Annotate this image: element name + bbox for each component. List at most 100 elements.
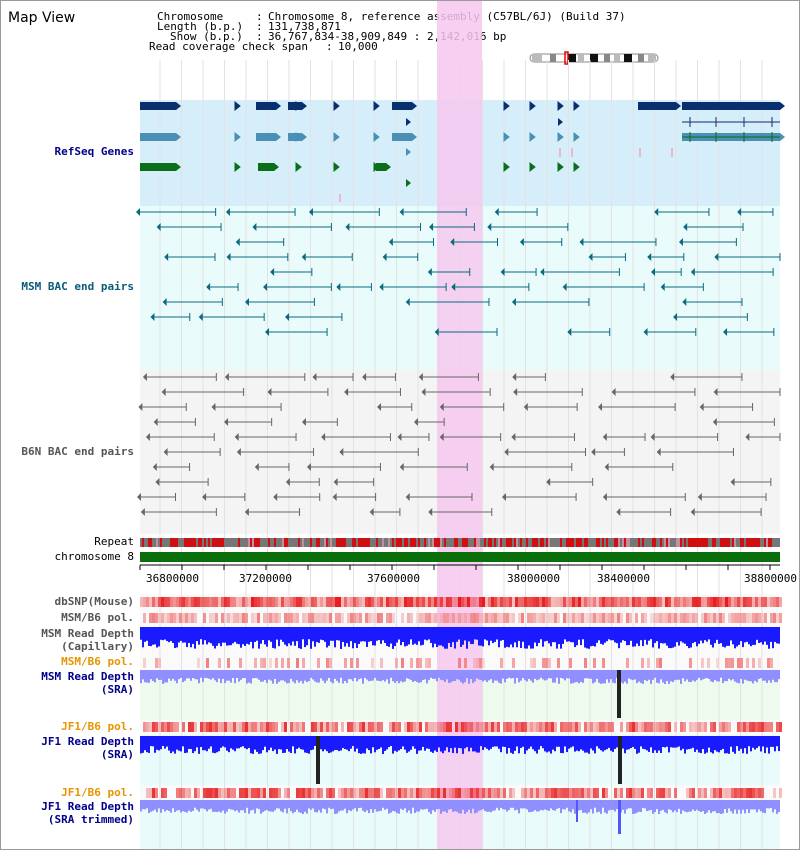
jf1-trim-depth-bar — [602, 800, 604, 808]
dbsnp-cell — [344, 597, 347, 607]
jf1-sra-depth-bar — [208, 736, 210, 749]
repeat-segment — [214, 538, 216, 547]
track-label-msm-depth-cap-1[interactable]: MSM Read Depth — [41, 627, 134, 640]
jf1-pol2-cell — [251, 788, 254, 798]
track-label-jf1-depth-sra-1[interactable]: JF1 Read Depth — [41, 735, 134, 748]
b6n-bac-pair-end — [502, 493, 507, 501]
jf1-sra-depth-bar — [674, 736, 676, 748]
msm-sra-depth-bar — [502, 670, 504, 679]
repeat-segment — [748, 538, 750, 547]
track-label-msm-bac[interactable]: MSM BAC end pairs — [21, 280, 134, 293]
msm-sra-depth-bar — [594, 670, 596, 683]
dbsnp-cell — [158, 597, 161, 607]
jf1-sra-depth-bar — [236, 736, 238, 749]
jf1-pol2-cell — [149, 788, 152, 798]
msm-pol-cell — [290, 613, 293, 623]
track-label-b6n-bac[interactable]: B6N BAC end pairs — [21, 445, 134, 458]
chromosome-ideogram[interactable] — [528, 51, 662, 65]
jf1-sra-depth-bar — [638, 736, 640, 753]
track-label-dbsnp[interactable]: dbSNP(Mouse) — [54, 595, 134, 608]
msm-sra-depth-bar — [186, 670, 188, 679]
dbsnp-cell — [176, 597, 179, 607]
repeat-segment — [696, 538, 698, 547]
msm-cap-depth-bar — [158, 627, 160, 647]
jf1-sra-depth-bar — [274, 736, 276, 750]
dbsnp-cell — [725, 597, 728, 607]
repeat-segment — [160, 538, 162, 547]
msm-bac-pair-end — [136, 208, 141, 216]
jf1-pol2-cell — [692, 788, 695, 798]
msm-sra-depth-bar — [624, 670, 626, 682]
jf1-pol2-cell — [278, 788, 281, 798]
track-label-jf1-b6-pol-1[interactable]: JF1/B6 pol. — [61, 720, 134, 733]
jf1-sra-depth-bar — [464, 736, 466, 749]
jf1-trim-depth-bar — [160, 800, 162, 813]
msm-sra-depth-bar — [256, 670, 258, 679]
msm-pol-cell — [251, 613, 254, 623]
jf1-pol2-cell — [584, 788, 587, 798]
msm-sra-depth-bar — [558, 670, 560, 684]
track-label-refseq[interactable]: RefSeq Genes — [54, 145, 134, 158]
msm-sra-depth-bar — [222, 670, 224, 679]
msm-cap-depth-bar — [150, 627, 152, 647]
jf1-pol2-cell — [371, 788, 374, 798]
jf1-sra-depth-bar — [708, 736, 710, 748]
msm-cap-depth-bar — [728, 627, 730, 646]
jf1-trim-depth-bar — [746, 800, 748, 810]
msm-sra-depth-bar — [692, 670, 694, 681]
jf1-sra-depth-bar — [738, 736, 740, 751]
jf1-sra-depth-bar — [746, 736, 748, 754]
jf1-trim-depth-bar — [630, 800, 632, 809]
msm-sra-depth-bar — [390, 670, 392, 678]
jf1-sra-depth-bar — [244, 736, 246, 749]
jf1-pol2-cell — [353, 788, 356, 798]
b6n-bac-pair-end — [140, 508, 145, 516]
msm-sra-depth-bar — [226, 670, 228, 681]
dbsnp-cell — [479, 597, 482, 607]
jf1-trim-depth-bar — [644, 800, 646, 809]
jf1-trim-depth-bar — [566, 800, 568, 808]
msm-cap-depth-bar — [264, 627, 266, 645]
jf1-pol2-cell — [401, 788, 404, 798]
msm-cap-depth-bar — [412, 627, 414, 645]
msm-pol2-cell — [758, 658, 761, 668]
jf1-sra-depth-bar — [532, 736, 534, 750]
jf1-trim-depth-bar — [322, 800, 324, 809]
repeat-segment — [404, 538, 406, 547]
msm-sra-depth-bar — [190, 670, 192, 681]
msm-pol-cell — [425, 613, 428, 623]
msm-bac-pair-end — [673, 313, 678, 321]
msm-sra-depth-bar — [498, 670, 500, 683]
msm-pol-cell — [617, 613, 620, 623]
repeat-segment — [632, 538, 634, 547]
dbsnp-cell — [584, 597, 587, 607]
jf1-pol-cell — [584, 722, 587, 732]
jf1-trim-depth-bar — [558, 800, 560, 809]
msm-cap-depth-bar — [336, 627, 338, 641]
jf1-sra-depth-bar — [528, 736, 530, 749]
msm-pol-cell — [497, 613, 500, 623]
track-label-msm-depth-sra-1[interactable]: MSM Read Depth — [41, 670, 134, 683]
msm-sra-depth-bar — [730, 670, 732, 681]
track-label-msm-b6-pol-2[interactable]: MSM/B6 pol. — [61, 655, 134, 668]
msm-cap-depth-bar — [434, 627, 436, 644]
msm-cap-depth-bar — [400, 627, 402, 646]
jf1-trim-depth-bar — [698, 800, 700, 812]
track-label-jf1-depth-trim-1[interactable]: JF1 Read Depth — [41, 800, 134, 813]
msm-cap-depth-bar — [188, 627, 190, 644]
track-label-jf1-b6-pol-2[interactable]: JF1/B6 pol. — [61, 786, 134, 799]
msm-sra-depth-bar — [178, 670, 180, 680]
jf1-trim-depth-bar — [354, 800, 356, 809]
jf1-pol-cell — [482, 722, 485, 732]
repeat-segment — [484, 538, 486, 547]
jf1-trim-depth-bar — [366, 800, 368, 811]
jf1-trim-depth-bar — [412, 800, 414, 808]
msm-pol-cell — [521, 613, 524, 623]
dbsnp-cell — [542, 597, 545, 607]
msm-pol-cell — [371, 613, 374, 623]
track-label-msm-b6-pol-1[interactable]: MSM/B6 pol. — [61, 611, 134, 624]
msm-pol2-cell — [254, 658, 257, 668]
msm-bac-pair-end — [678, 238, 683, 246]
repeat-segment — [772, 538, 774, 547]
